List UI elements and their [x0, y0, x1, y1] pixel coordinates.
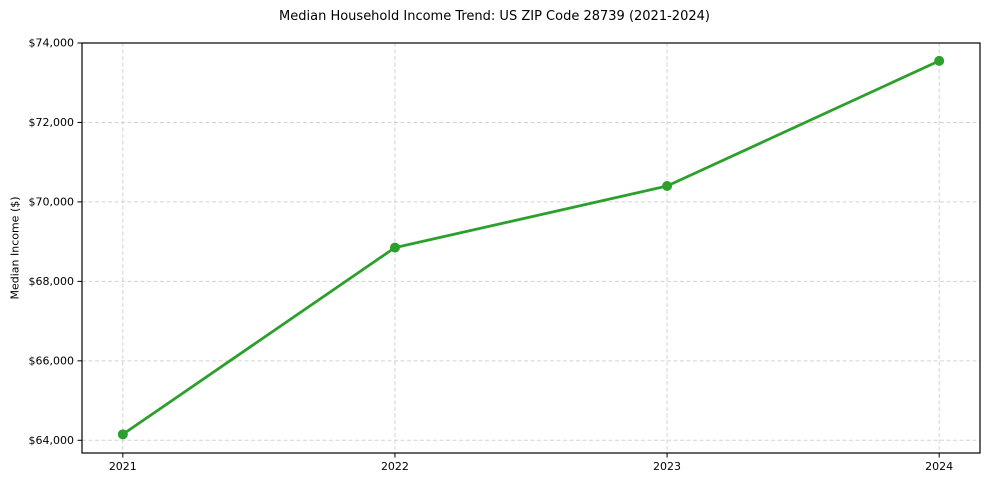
y-tick-label: $68,000	[29, 275, 75, 288]
data-point	[662, 181, 673, 192]
y-tick-label: $72,000	[29, 116, 75, 129]
y-tick-label: $70,000	[29, 195, 75, 208]
y-tick-label: $64,000	[29, 434, 75, 447]
x-tick-label: 2024	[925, 460, 953, 473]
data-point	[934, 55, 945, 66]
trend-line	[121, 59, 941, 436]
plot-border	[81, 42, 981, 454]
y-tick-label: $66,000	[29, 354, 75, 367]
x-tick-label: 2021	[109, 460, 137, 473]
data-point	[389, 242, 400, 253]
y-tick-label: $74,000	[29, 37, 75, 50]
data-point	[117, 429, 128, 440]
chart-title: Median Household Income Trend: US ZIP Co…	[279, 9, 710, 24]
x-tick-label: 2023	[653, 460, 681, 473]
x-tick-label: 2022	[381, 460, 409, 473]
